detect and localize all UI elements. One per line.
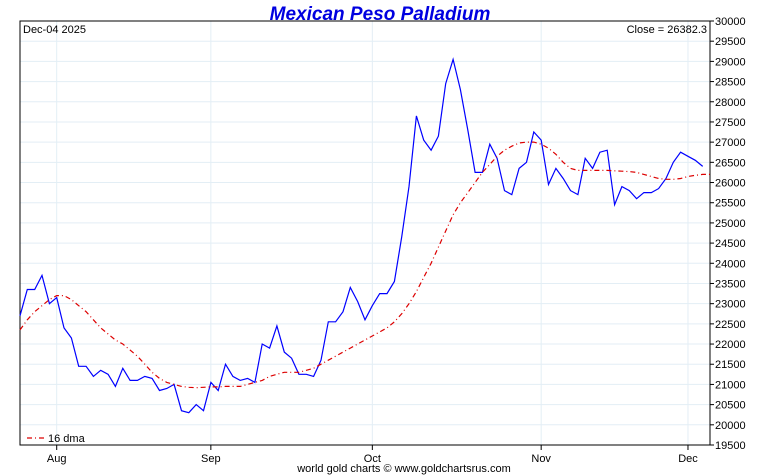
y-tick-label: 27500 <box>715 117 746 129</box>
y-tick-label: 22500 <box>715 319 746 331</box>
footer-credit: world gold charts © www.goldchartsrus.co… <box>296 463 511 475</box>
y-tick-label: 28000 <box>715 97 746 109</box>
y-tick-label: 29500 <box>715 36 746 48</box>
y-tick-label: 30000 <box>715 16 746 28</box>
plot-frame <box>19 20 711 446</box>
y-tick-label: 25000 <box>715 218 746 230</box>
price-series-line <box>19 57 704 414</box>
y-tick-label: 24500 <box>715 238 746 250</box>
dma-series-line <box>19 141 710 389</box>
y-tick-label: 26000 <box>715 178 746 190</box>
y-tick-label: 26500 <box>715 157 746 169</box>
legend-dma-label: 16 dma <box>48 433 86 445</box>
y-tick-label: 20000 <box>715 420 746 432</box>
y-tick-label: 27000 <box>715 137 746 149</box>
close-label: Close = 26382.3 <box>627 24 707 36</box>
date-label: Dec-04 2025 <box>23 24 86 36</box>
y-tick-label: 23500 <box>715 278 746 290</box>
y-tick-label: 23000 <box>715 299 746 311</box>
y-tick-label: 24000 <box>715 258 746 270</box>
grid-lines <box>20 20 710 446</box>
y-tick-label: 21500 <box>715 359 746 371</box>
x-tick-label: Oct <box>364 453 381 465</box>
x-tick-label: Sep <box>201 453 221 465</box>
y-tick-label: 22000 <box>715 339 746 351</box>
x-tick-label: Nov <box>531 453 551 465</box>
y-tick-label: 20500 <box>715 400 746 412</box>
y-axis: 19500 20000 20500 21000 21500 22000 22500 23000… <box>710 16 746 452</box>
chart-title: Mexican Peso Palladium <box>270 4 491 25</box>
legend: 16 dma <box>27 433 86 445</box>
y-tick-label: 29000 <box>715 56 746 68</box>
y-tick-label: 28500 <box>715 77 746 89</box>
x-tick-label: Dec <box>678 453 698 465</box>
y-tick-label: 19500 <box>715 440 746 452</box>
x-axis: Aug Sep Oct Nov Dec <box>47 445 698 465</box>
x-tick-label: Aug <box>47 453 67 465</box>
y-tick-label: 21000 <box>715 379 746 391</box>
y-tick-label: 25500 <box>715 198 746 210</box>
